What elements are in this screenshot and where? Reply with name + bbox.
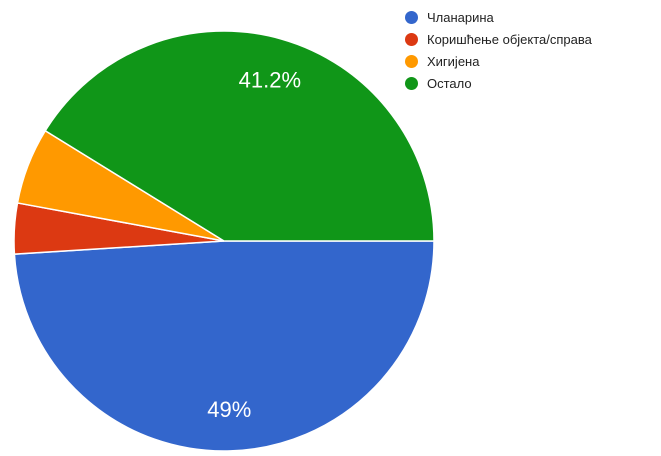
chart-legend: Чланарина Коришћење објекта/справа Хигиј… [405, 6, 655, 94]
legend-label-clanarina: Чланарина [427, 9, 494, 25]
legend-label-koriscenje: Коришћење објекта/справа [427, 31, 592, 47]
legend-item-ostalo[interactable]: Остало [405, 72, 655, 94]
legend-label-ostalo: Остало [427, 75, 472, 91]
legend-item-clanarina[interactable]: Чланарина [405, 6, 655, 28]
legend-label-higijena: Хигијена [427, 53, 480, 69]
legend-swatch-ostalo [405, 76, 418, 90]
legend-swatch-clanarina [405, 10, 418, 24]
slice-clanarina[interactable] [13, 240, 435, 452]
legend-swatch-higijena [405, 54, 418, 68]
legend-swatch-koriscenje [405, 32, 418, 46]
slice-ostalo[interactable] [44, 30, 435, 242]
slice-label-ostalo: 41.2% [239, 67, 301, 92]
legend-item-higijena[interactable]: Хигијена [405, 50, 655, 72]
slice-label-clanarina: 49% [207, 397, 251, 422]
legend-item-koriscenje[interactable]: Коришћење објекта/справа [405, 28, 655, 50]
